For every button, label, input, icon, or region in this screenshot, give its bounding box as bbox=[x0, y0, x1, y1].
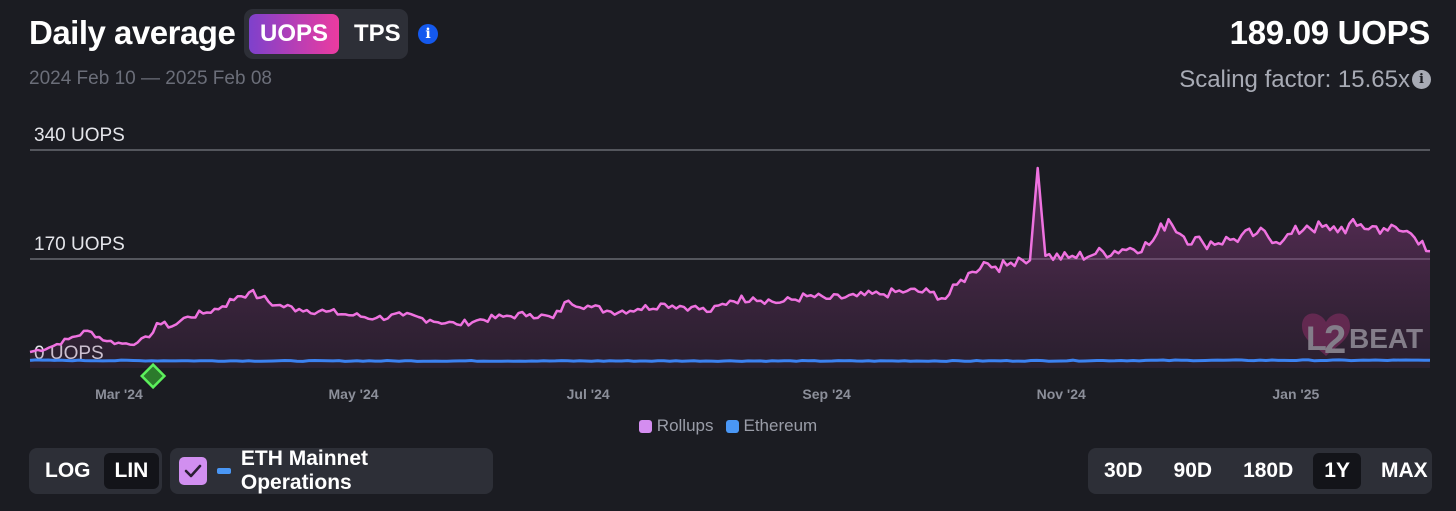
x-tick-label: Jul '24 bbox=[567, 386, 610, 402]
unit-toggle: UOPS TPS bbox=[244, 9, 408, 59]
range-1y-button[interactable]: 1Y bbox=[1313, 453, 1361, 489]
range-180d-button[interactable]: 180D bbox=[1243, 459, 1294, 482]
lin-scale-button[interactable]: LIN bbox=[103, 453, 160, 489]
range-max-button[interactable]: MAX bbox=[1380, 459, 1428, 482]
log-scale-button[interactable]: LOG bbox=[45, 459, 91, 482]
legend-rollups[interactable]: Rollups bbox=[638, 416, 714, 436]
rollups-area bbox=[30, 168, 1430, 368]
y-tick-label: 340 UOPS bbox=[34, 125, 125, 146]
ethereum-line bbox=[29, 358, 1431, 363]
legend-ethereum[interactable]: Ethereum bbox=[725, 416, 818, 436]
ethereum-dash-icon bbox=[216, 468, 231, 474]
legend-ethereum-label: Ethereum bbox=[743, 416, 818, 435]
info-icon[interactable]: i bbox=[418, 24, 438, 44]
scaling-info-icon[interactable]: i bbox=[1412, 70, 1431, 89]
current-value: 189.09 UOPS bbox=[1229, 14, 1431, 51]
range-90d-button[interactable]: 90D bbox=[1173, 459, 1213, 482]
svg-text:L: L bbox=[1306, 320, 1327, 358]
x-tick-label: Sep '24 bbox=[802, 386, 851, 402]
x-tick-label: May '24 bbox=[329, 386, 379, 402]
event-marker-icon[interactable] bbox=[139, 362, 167, 390]
svg-text:2: 2 bbox=[1324, 318, 1346, 362]
l2beat-watermark: L 2 BEAT bbox=[1302, 313, 1423, 362]
unit-tps-button[interactable]: TPS bbox=[354, 20, 401, 47]
svg-text:BEAT: BEAT bbox=[1349, 323, 1423, 354]
check-icon bbox=[184, 464, 202, 478]
x-tick-label: Mar '24 bbox=[95, 386, 143, 402]
legend-rollups-label: Rollups bbox=[656, 416, 714, 435]
x-tick-label: Nov '24 bbox=[1037, 386, 1086, 402]
range-30d-button[interactable]: 30D bbox=[1104, 459, 1143, 482]
rollups-line bbox=[29, 166, 1431, 354]
date-range: 2024 Feb 10 — 2025 Feb 08 bbox=[29, 68, 272, 89]
rollups-swatch-icon bbox=[638, 419, 652, 433]
y-tick-label: 170 UOPS bbox=[34, 234, 125, 255]
scaling-factor: Scaling factor: 15.65x bbox=[1179, 66, 1410, 93]
unit-uops-button[interactable]: UOPS bbox=[249, 14, 340, 54]
page-title: Daily average bbox=[29, 14, 236, 51]
x-tick-label: Jan '25 bbox=[1272, 386, 1319, 402]
eth-mainnet-toggle[interactable]: ETH Mainnet Operations bbox=[170, 447, 493, 494]
chart-legend: Rollups Ethereum bbox=[0, 416, 1456, 436]
range-toggle: 30D 90D 180D 1Y MAX bbox=[1088, 448, 1432, 494]
eth-mainnet-label: ETH Mainnet Operations bbox=[240, 447, 369, 494]
scale-toggle: LOG LIN bbox=[29, 448, 162, 494]
eth-mainnet-checkbox[interactable] bbox=[179, 457, 207, 485]
ethereum-swatch-icon bbox=[725, 419, 739, 433]
